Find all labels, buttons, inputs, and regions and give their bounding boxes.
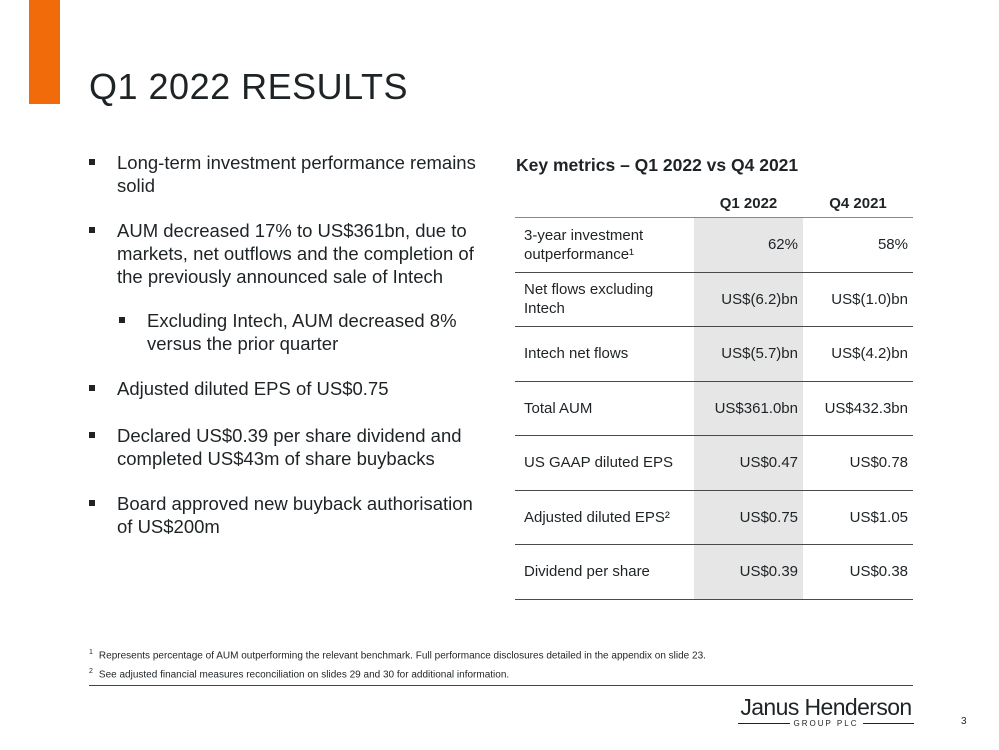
row-label: Total AUM bbox=[515, 381, 694, 436]
q1-value: 62% bbox=[694, 217, 803, 273]
bullet-item: Declared US$0.39 per share dividend and … bbox=[88, 424, 488, 470]
table-row: Adjusted diluted EPS² US$0.75 US$1.05 bbox=[515, 490, 913, 545]
table-row: 3-year investment outperformance¹ 62% 58… bbox=[515, 217, 913, 273]
bullet-item: Long-term investment performance remains… bbox=[88, 151, 488, 197]
row-label: Intech net flows bbox=[515, 326, 694, 382]
bullet-list: Long-term investment performance remains… bbox=[88, 151, 488, 538]
bullet-item: Adjusted diluted EPS of US$0.75 bbox=[88, 377, 488, 400]
q4-value: 58% bbox=[803, 217, 913, 273]
row-label: 3-year investment outperformance¹ bbox=[515, 217, 694, 273]
q1-value: US$(5.7)bn bbox=[694, 326, 803, 382]
q4-value: US$0.38 bbox=[803, 544, 913, 600]
footnote-mark: 1 bbox=[89, 649, 93, 656]
bullet-item: Board approved new buyback authorisation… bbox=[88, 492, 488, 538]
row-label: Net flows excluding Intech bbox=[515, 272, 694, 327]
header-q4-2021: Q4 2021 bbox=[829, 195, 887, 212]
q1-value: US$361.0bn bbox=[694, 381, 803, 436]
metrics-title: Key metrics – Q1 2022 vs Q4 2021 bbox=[516, 155, 799, 175]
header-q1-2022: Q1 2022 bbox=[719, 195, 778, 212]
header-empty bbox=[515, 190, 694, 218]
q4-value: US$(4.2)bn bbox=[803, 326, 913, 382]
page-title: Q1 2022 RESULTS bbox=[89, 66, 408, 107]
q1-value: US$0.47 bbox=[694, 435, 803, 491]
table-header-row: Q1 2022 Q4 2021 bbox=[515, 190, 913, 218]
logo-subtitle: GROUP PLC bbox=[738, 719, 915, 728]
table-row: Intech net flows US$(5.7)bn US$(4.2)bn bbox=[515, 326, 913, 382]
table-row: Total AUM US$361.0bn US$432.3bn bbox=[515, 381, 913, 436]
page-number: 3 bbox=[961, 716, 967, 727]
footnote-text: See adjusted financial measures reconcil… bbox=[98, 669, 510, 681]
logo-sub-text: GROUP PLC bbox=[793, 719, 859, 728]
q1-value: US$(6.2)bn bbox=[694, 272, 803, 327]
row-label: Adjusted diluted EPS² bbox=[515, 490, 694, 545]
logo-name: Janus Henderson bbox=[740, 694, 912, 720]
table-row: US GAAP diluted EPS US$0.47 US$0.78 bbox=[515, 435, 913, 491]
table-row: Dividend per share US$0.39 US$0.38 bbox=[515, 544, 913, 600]
q1-value: US$0.39 bbox=[694, 544, 803, 600]
key-metrics-table: Q1 2022 Q4 2021 3-year investment outper… bbox=[515, 190, 913, 600]
footnote-mark: 2 bbox=[89, 668, 93, 676]
q4-value: US$(1.0)bn bbox=[803, 272, 913, 327]
row-label: US GAAP diluted EPS bbox=[515, 435, 694, 491]
company-logo: Janus Henderson GROUP PLC bbox=[738, 694, 915, 728]
footnote-text: Represents percentage of AUM outperformi… bbox=[98, 650, 706, 662]
row-label: Dividend per share bbox=[515, 544, 694, 600]
footnotes: 1 Represents percentage of AUM outperform… bbox=[89, 645, 913, 686]
bullet-item: AUM decreased 17% to US$361bn, due to ma… bbox=[88, 219, 488, 288]
accent-bar bbox=[29, 0, 60, 104]
q4-value: US$432.3bn bbox=[803, 381, 913, 436]
q1-value: US$0.75 bbox=[694, 490, 803, 545]
table-row: Net flows excluding Intech US$(6.2)bn US… bbox=[515, 272, 913, 327]
q4-value: US$1.05 bbox=[803, 490, 913, 545]
footnote: 1 Represents percentage of AUM outperform… bbox=[89, 645, 913, 664]
sub-bullet-item: Excluding Intech, AUM decreased 8% versu… bbox=[118, 309, 488, 355]
footnote: 2 See adjusted financial measures reconci… bbox=[89, 664, 913, 683]
q4-value: US$0.78 bbox=[803, 435, 913, 491]
